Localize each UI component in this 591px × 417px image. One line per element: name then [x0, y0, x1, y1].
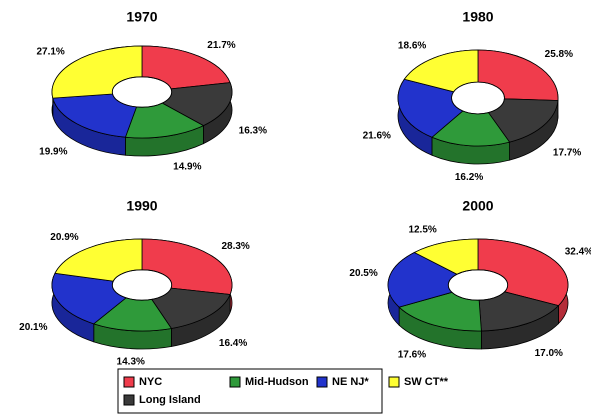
legend-swatch: [123, 394, 135, 406]
slice-side-shade: [52, 98, 126, 156]
hole: [451, 81, 505, 115]
slice-side-shade: [397, 79, 432, 156]
legend-swatch: [388, 376, 400, 388]
chart-title: 1990: [126, 198, 157, 214]
legend-box: [117, 368, 383, 414]
slice: [477, 238, 569, 307]
data-label: 21.7%: [207, 40, 235, 51]
slice: [141, 238, 233, 295]
slice-side-shade: [171, 294, 231, 347]
data-label: 20.9%: [50, 232, 78, 243]
legend-swatch: [229, 376, 241, 388]
data-label: 21.6%: [363, 130, 391, 141]
data-label: 28.3%: [221, 241, 249, 252]
legend-label: NE NJ*: [332, 376, 369, 388]
data-label: 17.6%: [398, 350, 426, 361]
slice-side-shade: [481, 305, 559, 349]
slice-side-shade: [125, 125, 204, 156]
slice: [51, 45, 143, 99]
slice: [141, 45, 231, 90]
legend-label: Mid-Hudson: [245, 376, 309, 388]
data-label: 20.5%: [349, 268, 377, 279]
hole: [447, 269, 509, 301]
data-label: 16.4%: [219, 338, 247, 349]
data-label: 16.3%: [239, 125, 267, 136]
data-label: 14.9%: [173, 162, 201, 173]
slice-side-shade: [93, 323, 172, 349]
data-label: 27.1%: [36, 46, 64, 57]
data-label: 14.3%: [117, 356, 145, 367]
legend-swatch: [123, 376, 135, 388]
slice-side-shade: [203, 82, 233, 144]
chart-title: 1970: [126, 9, 157, 25]
slice: [54, 238, 143, 282]
data-label: 12.5%: [408, 225, 436, 236]
legend-label: Long Island: [139, 394, 201, 406]
data-label: 25.8%: [545, 49, 573, 60]
data-label: 18.6%: [398, 41, 426, 52]
data-label: 17.7%: [553, 148, 581, 159]
data-label: 17.0%: [535, 348, 563, 359]
data-label: 32.4%: [565, 247, 591, 258]
slice-side-shade: [52, 273, 94, 342]
legend-swatch: [316, 376, 328, 388]
legend-label: NYC: [139, 376, 162, 388]
data-label: 19.9%: [39, 147, 67, 158]
slice-side-shade: [431, 137, 510, 164]
hole: [111, 76, 173, 108]
chart-title: 1980: [462, 9, 493, 25]
slice-side-shade: [399, 307, 482, 349]
data-label: 16.2%: [455, 172, 483, 183]
legend-label: SW CT**: [404, 376, 449, 388]
hole: [111, 269, 173, 301]
data-label: 20.1%: [19, 322, 47, 333]
slice-side-shade: [509, 100, 558, 161]
chart-title: 2000: [462, 198, 493, 214]
